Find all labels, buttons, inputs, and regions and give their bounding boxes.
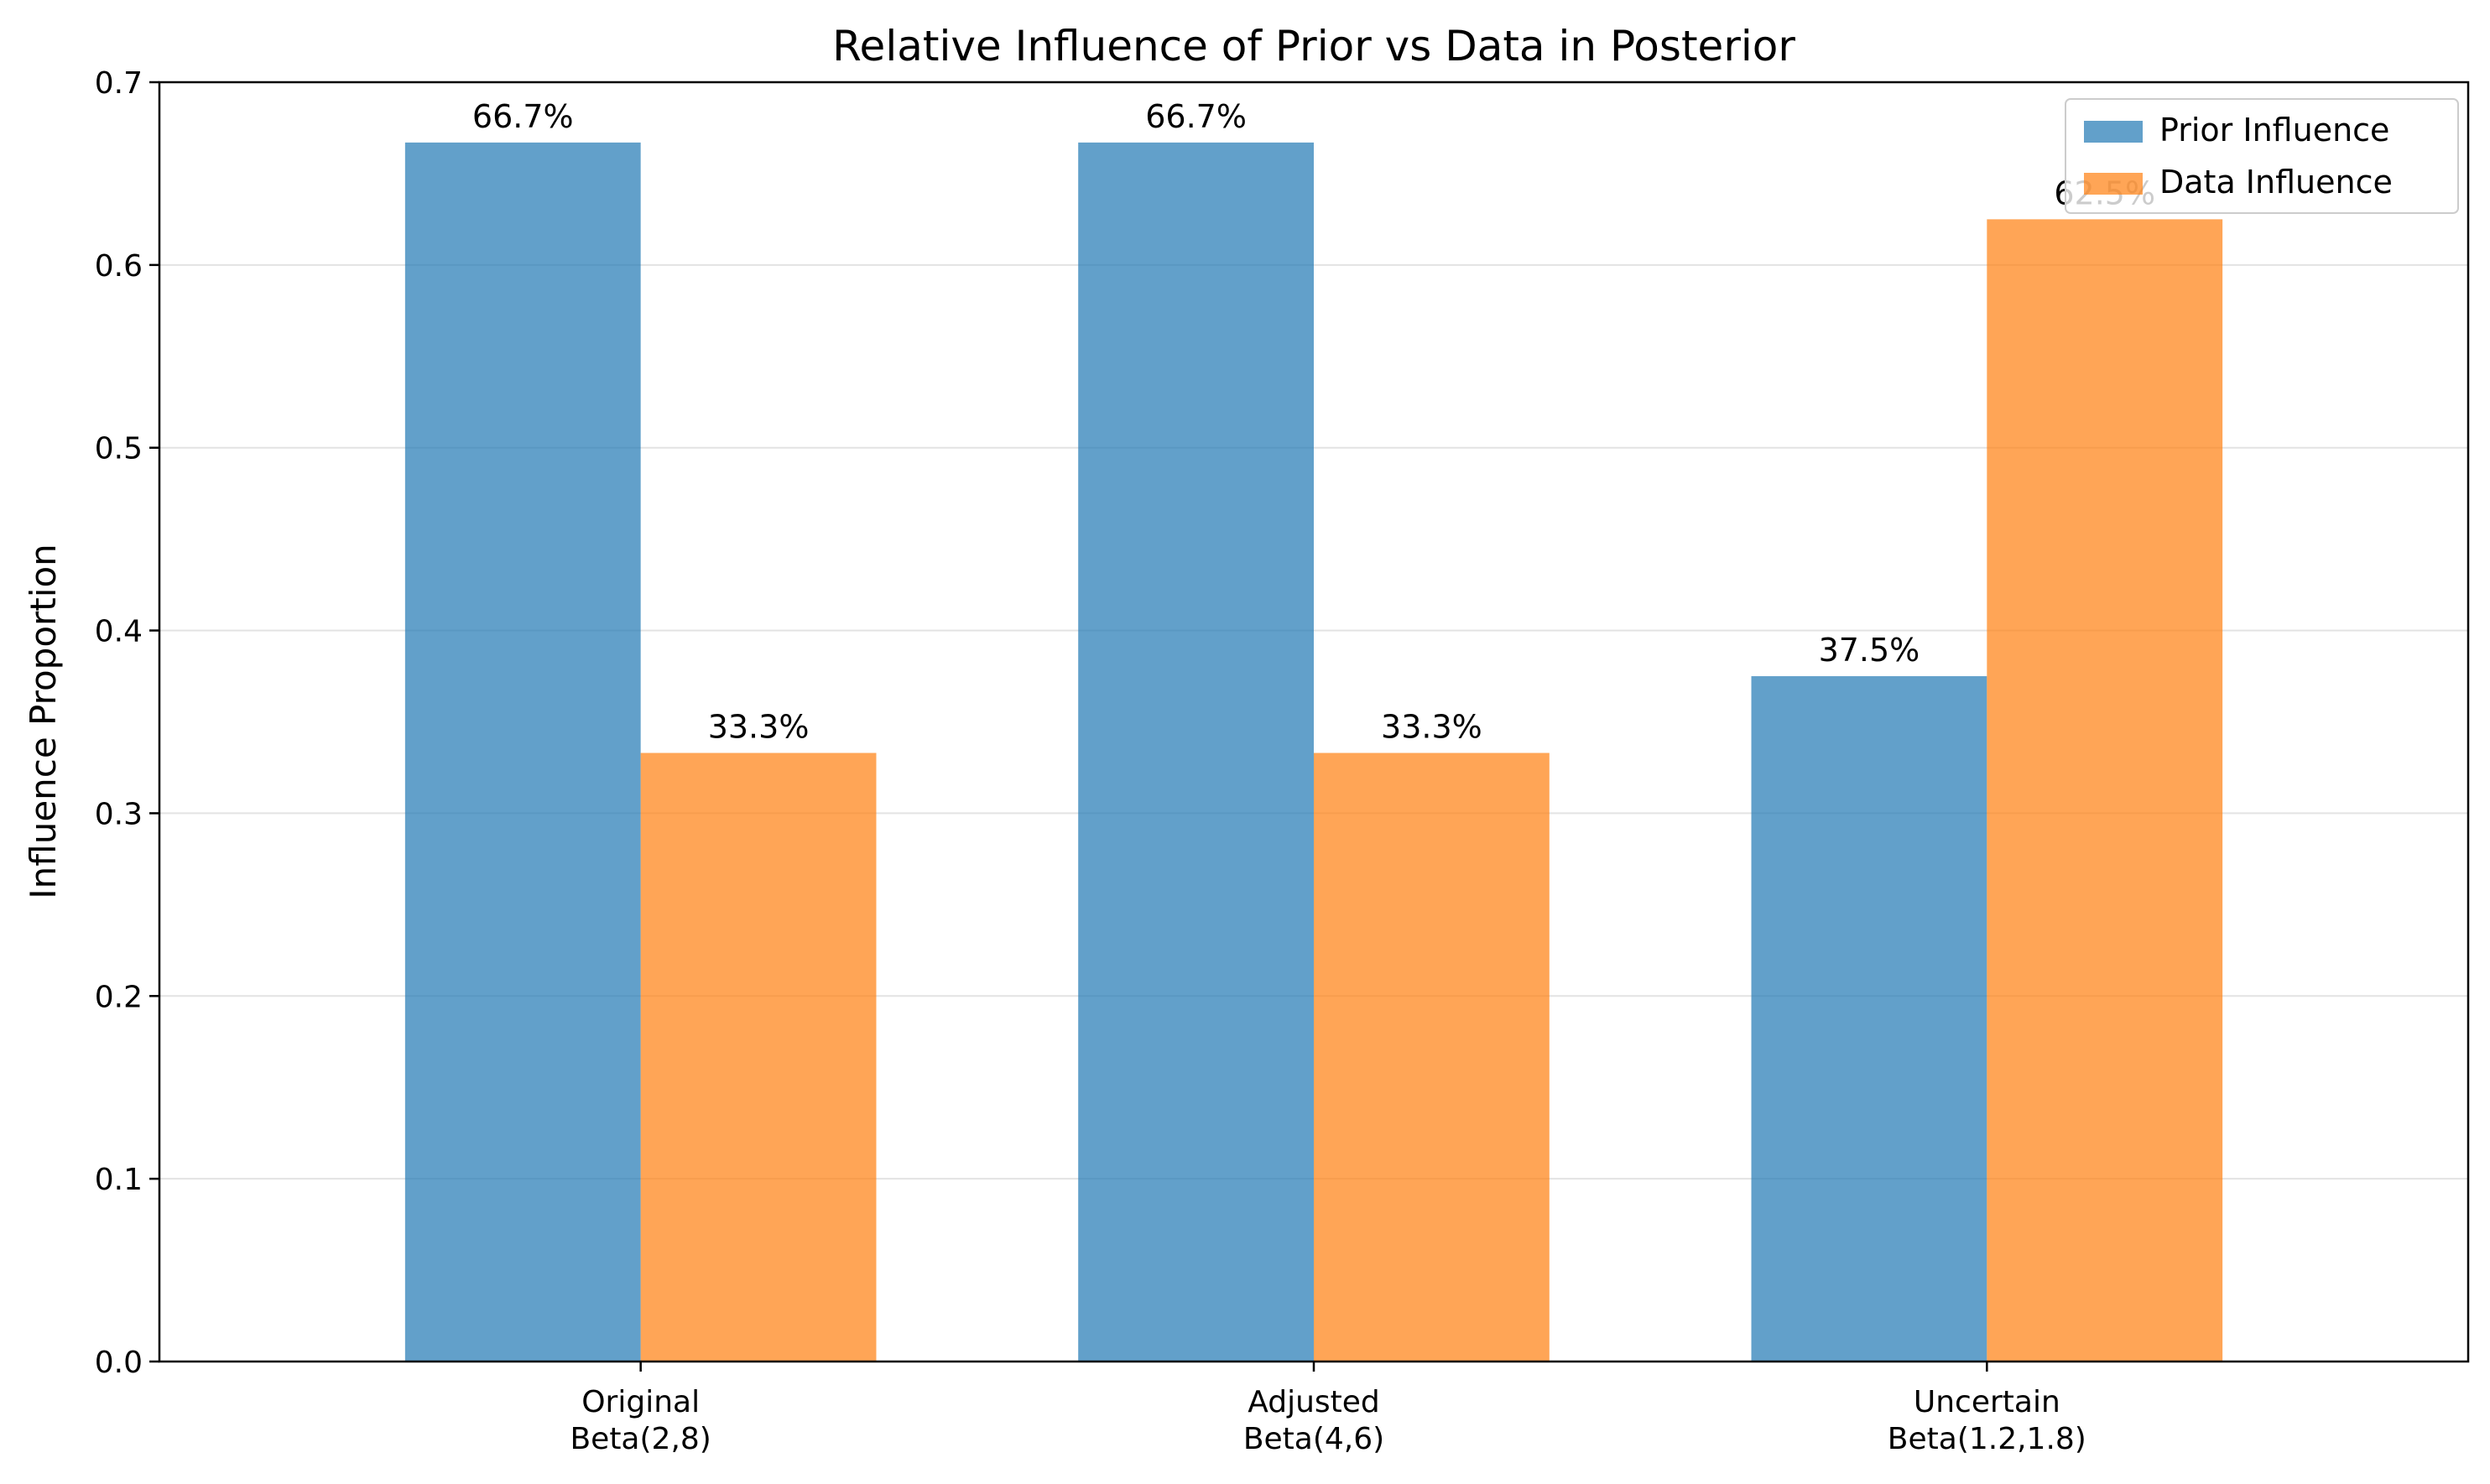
bar-value-label: 33.3% <box>1381 709 1482 746</box>
bar-data-influence <box>640 752 877 1362</box>
y-tick-label: 0.7 <box>95 66 143 101</box>
x-tick-label: Uncertain <box>1914 1385 2060 1419</box>
x-tick-label: Beta(1.2,1.8) <box>1888 1422 2086 1456</box>
legend-swatch <box>2084 173 2143 195</box>
bar-value-label: 37.5% <box>1819 632 1920 669</box>
legend-entry-label: Prior Influence <box>2159 112 2389 148</box>
y-tick-label: 0.4 <box>95 615 143 649</box>
legend-entry-label: Data Influence <box>2159 164 2393 200</box>
bar-data-influence <box>1987 219 2223 1362</box>
y-tick-label: 0.6 <box>95 249 143 284</box>
bar-value-label: 66.7% <box>1145 98 1247 135</box>
bar-data-influence <box>1314 752 1550 1362</box>
legend-box <box>2065 98 2459 214</box>
bar-value-label: 33.3% <box>708 709 810 746</box>
bar-value-label: 66.7% <box>472 98 574 135</box>
x-tick-label: Beta(2,8) <box>570 1422 711 1456</box>
legend: Prior Influence Data Influence <box>2065 98 2459 214</box>
bar-prior-influence <box>404 142 641 1362</box>
x-tick-label: Original <box>581 1385 700 1419</box>
x-tick-label: Beta(4,6) <box>1243 1422 1384 1456</box>
x-tick-label: Adjusted <box>1248 1385 1380 1419</box>
bars <box>404 142 2223 1362</box>
y-tick-label: 0.5 <box>95 432 143 466</box>
y-tick-label: 0.3 <box>95 797 143 831</box>
legend-swatch <box>2084 121 2143 143</box>
chart-title: Relative Influence of Prior vs Data in P… <box>832 22 1795 70</box>
bar-prior-influence <box>1751 676 1987 1362</box>
y-axis: 0.0 0.1 0.2 0.3 0.4 0.5 0.6 0.7 <box>95 66 159 1380</box>
y-tick-label: 0.0 <box>95 1346 143 1380</box>
bar-prior-influence <box>1078 142 1314 1362</box>
y-tick-label: 0.1 <box>95 1163 143 1197</box>
y-tick-label: 0.2 <box>95 980 143 1014</box>
y-axis-label: Influence Proportion <box>23 544 64 899</box>
